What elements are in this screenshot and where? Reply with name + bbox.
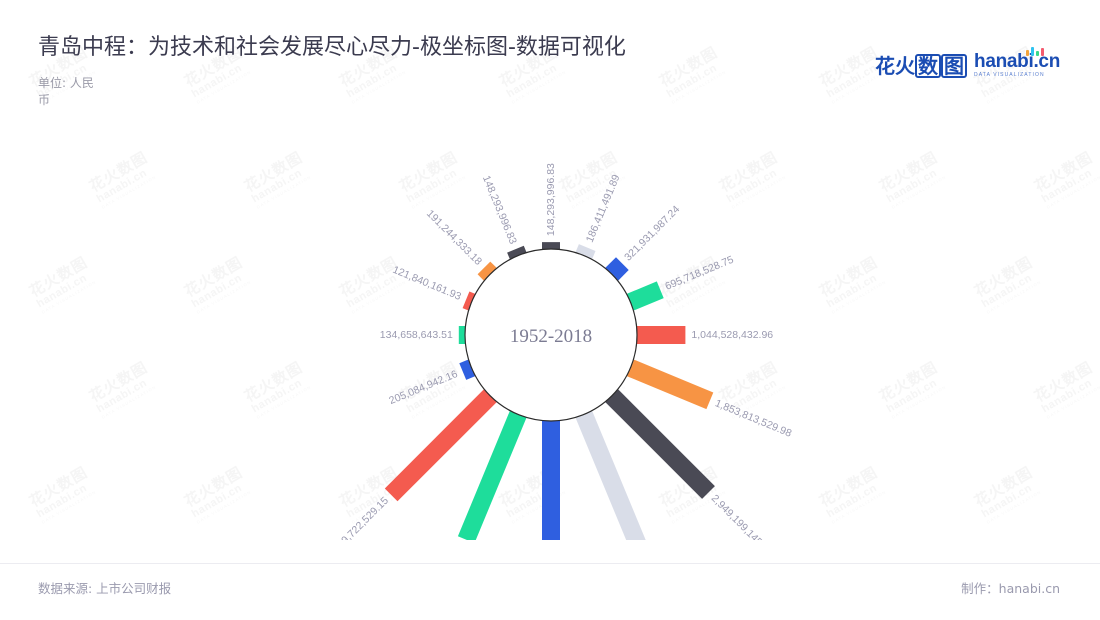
polar-bar[interactable]: [542, 421, 560, 540]
bar-value-label: 121,840,161.93: [391, 264, 463, 303]
bar-value-label: 2,949,199,145.44: [709, 492, 775, 540]
bar-value-label: 191,244,333.18: [424, 208, 484, 268]
bar-value-label: 134,658,643.51: [380, 329, 453, 341]
polar-bar[interactable]: [575, 244, 596, 259]
hanabi-logo: 花火数图 hanabi.cn DATA VISUALIZATION: [875, 47, 1060, 78]
bar-value-label: 148,293,996.83: [480, 174, 519, 246]
bar-value-label: 695,718,528.75: [663, 254, 735, 293]
logo-chinese: 花火数图: [875, 54, 968, 78]
polar-bar[interactable]: [627, 281, 664, 311]
data-source-label: 数据来源: 上市公司财报: [38, 581, 172, 596]
polar-chart-svg: 1952-2018 148,293,996.83 186,411,491.89 32…: [325, 163, 793, 540]
logo-cn-part2: 数: [915, 54, 942, 78]
polar-bar[interactable]: [542, 242, 560, 249]
logo-tagline: DATA VISUALIZATION: [974, 72, 1045, 78]
polar-bar[interactable]: [605, 389, 715, 499]
page-title: 青岛中程：为技术和社会发展尽心尽力-极坐标图-数据可视化: [38, 35, 626, 60]
chart-header: 青岛中程：为技术和社会发展尽心尽力-极坐标图-数据可视化 单位: 人民币: [38, 34, 626, 109]
polar-bar[interactable]: [627, 359, 714, 410]
bar-value-label: 1,044,528,432.96: [691, 329, 773, 341]
bar-value-label: 186,411,491.89: [584, 173, 623, 244]
polar-bar[interactable]: [637, 326, 686, 344]
polar-bar[interactable]: [605, 257, 629, 281]
bar-value-label: 148,293,996.83: [545, 163, 557, 236]
center-range-label: 1952-2018: [510, 326, 592, 347]
polar-bar[interactable]: [507, 245, 527, 259]
logo-cn-part1: 花火: [875, 54, 916, 78]
bar-value-label: 205,084,942.16: [387, 368, 459, 407]
polar-bar[interactable]: [457, 411, 527, 540]
polar-bar[interactable]: [477, 261, 497, 281]
sparkle-icon: [1024, 45, 1050, 61]
logo-en-text: hanabi.cn: [974, 51, 1060, 72]
polar-bar[interactable]: [575, 411, 654, 540]
credit-label: 制作：hanabi.cn: [961, 581, 1060, 596]
logo-latin: hanabi.cn DATA VISUALIZATION: [974, 47, 1060, 78]
bar-value-label: 1,853,813,529.98: [713, 397, 793, 439]
polar-bar[interactable]: [458, 326, 465, 344]
bar-value-label: 321,931,987.24: [622, 203, 682, 263]
polar-bar[interactable]: [384, 389, 497, 502]
polar-bar-chart: 1952-2018 148,293,996.83 186,411,491.89 32…: [0, 110, 1100, 540]
bars-group: [384, 242, 715, 540]
chart-unit-label: 单位: 人民币: [38, 75, 94, 107]
polar-bar[interactable]: [462, 291, 475, 311]
logo-cn-part3: 图: [941, 54, 968, 78]
center-circle: [464, 248, 638, 422]
chart-footer: 数据来源: 上市公司财报 制作：hanabi.cn: [0, 563, 1100, 620]
polar-bar[interactable]: [459, 359, 475, 380]
bar-value-label: 3,019,722,529.15: [325, 495, 391, 540]
